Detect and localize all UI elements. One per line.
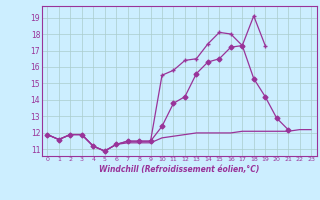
X-axis label: Windchill (Refroidissement éolien,°C): Windchill (Refroidissement éolien,°C): [99, 165, 260, 174]
